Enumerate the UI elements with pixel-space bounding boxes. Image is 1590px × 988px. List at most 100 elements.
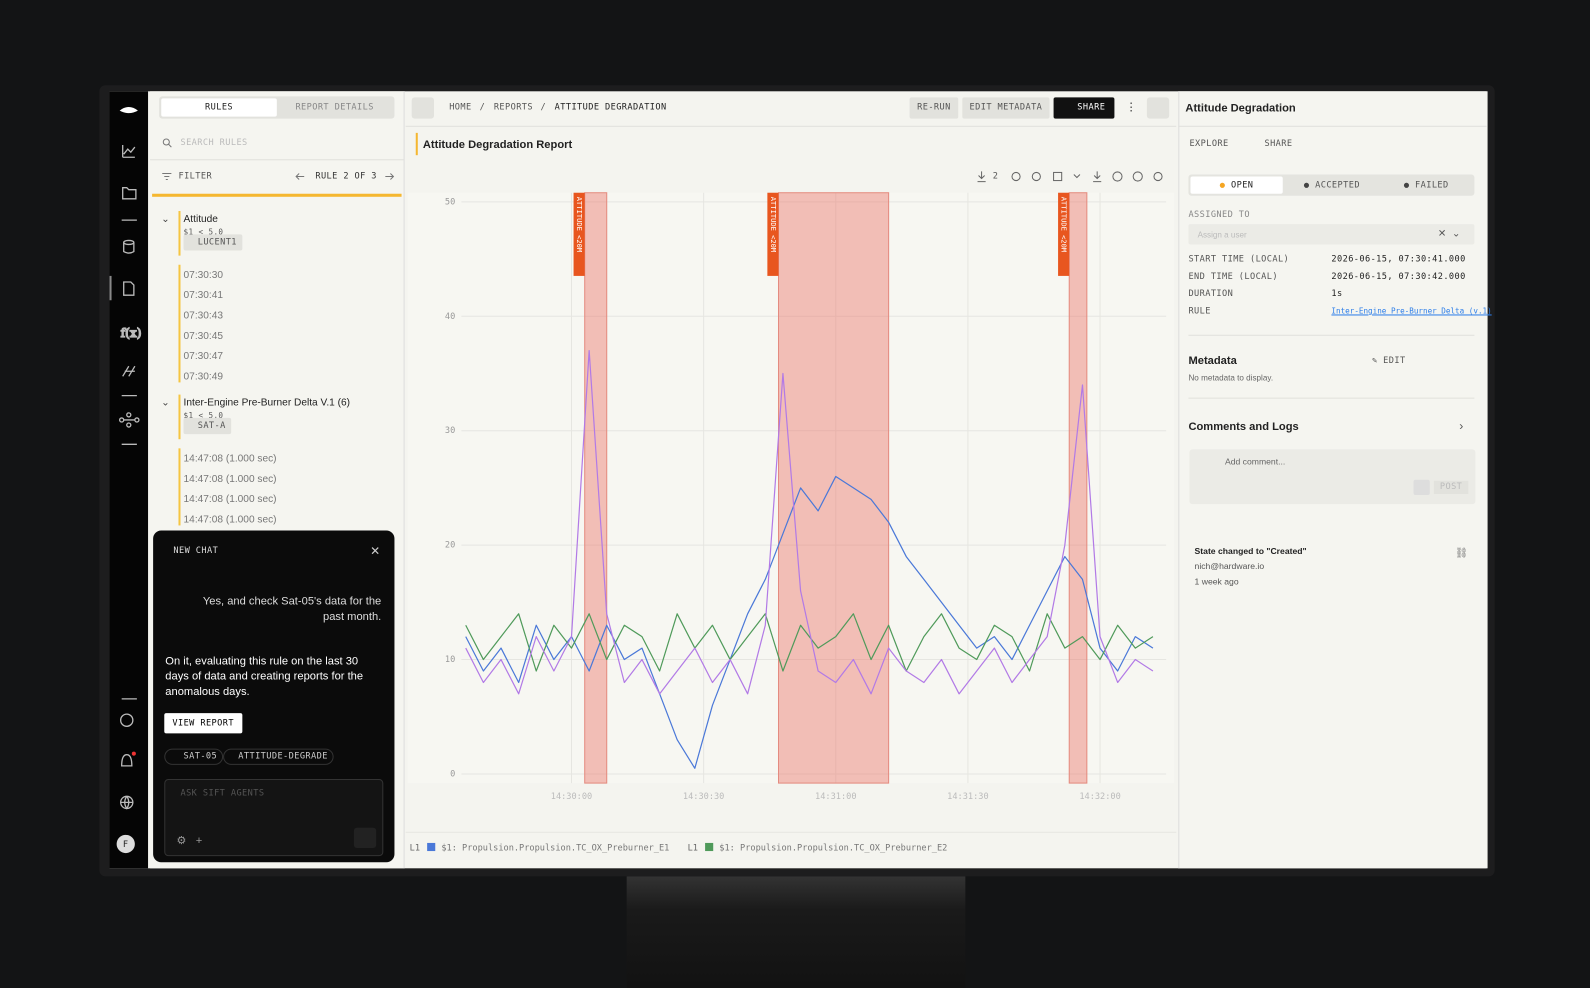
status-tab[interactable]: ● ACCEPTED <box>1303 180 1360 191</box>
chip[interactable]: ATTITUDE-DEGRADE <box>223 748 334 765</box>
breadcrumb-separator: / <box>540 102 547 113</box>
edit-label: EDIT <box>1383 356 1406 367</box>
breadcrumb[interactable]: HOME <box>449 102 472 113</box>
rule-item[interactable]: 07:30:30 <box>183 269 224 281</box>
status-label: FAILED <box>1415 180 1449 191</box>
status-tab[interactable]: ● OPEN <box>1219 180 1254 191</box>
anomaly-band <box>584 192 608 784</box>
tag: SAT-A <box>183 417 231 435</box>
legend-swatch <box>427 842 436 852</box>
metadata-empty: No metadata to display. <box>1188 373 1274 383</box>
chat-input-placeholder: ASK SIFT AGENTS <box>180 788 265 799</box>
download-count[interactable]: 2 <box>992 171 999 182</box>
assigned-label: ASSIGNED TO <box>1188 209 1250 221</box>
comment-placeholder: Add comment... <box>1224 456 1286 467</box>
view-report-button[interactable]: VIEW REPORT <box>164 713 243 734</box>
comment-box[interactable] <box>1189 449 1476 505</box>
chart-title: Attitude Degradation Report <box>422 138 573 152</box>
rule-item[interactable]: 07:30:45 <box>183 330 224 342</box>
button[interactable]: RE-RUN <box>909 97 959 119</box>
x-tick-label: 14:31:00 <box>815 792 856 802</box>
breadcrumb[interactable]: REPORTS <box>493 102 533 113</box>
stand <box>626 876 966 988</box>
legend-label: $1: Propulsion.Propulsion.TC_OX_Preburne… <box>719 844 947 854</box>
chevron[interactable]: › <box>1459 418 1464 434</box>
filter[interactable]: FILTER <box>178 171 213 182</box>
tab-active <box>161 98 277 117</box>
anomaly-label: ATTITUDE <20M <box>769 197 778 252</box>
breadcrumb-separator: / <box>479 102 486 113</box>
breadcrumb: ATTITUDE DEGRADATION <box>554 102 667 113</box>
y-tick-label: 20 <box>445 541 455 551</box>
log-user: nich@hardware.io <box>1194 560 1265 572</box>
attach-button[interactable] <box>1413 479 1430 496</box>
condition: $1 < 5.0 <box>183 410 224 420</box>
rule-item[interactable]: 07:30:43 <box>183 310 224 322</box>
search-placeholder[interactable]: SEARCH RULES <box>180 137 248 149</box>
rail-icons: f(x) <box>109 107 142 854</box>
detail-value: 1s <box>1331 289 1343 300</box>
chart-toolbar-icons <box>977 171 1163 183</box>
chat-input[interactable] <box>164 779 384 857</box>
rule-item[interactable]: 07:30:49 <box>183 371 224 383</box>
metadata-edit[interactable]: ✎ EDIT <box>1371 356 1406 367</box>
detail-label: START TIME (LOCAL) <box>1188 254 1290 265</box>
status-tab[interactable]: ● FAILED <box>1403 180 1449 191</box>
chip[interactable]: SAT-05 <box>164 748 224 765</box>
rule-link[interactable]: Inter-Engine Pre-Burner Delta (v.1) <box>1331 306 1492 316</box>
anomaly-label: ATTITUDE <20M <box>1060 197 1069 252</box>
detail-label: DURATION <box>1188 289 1234 300</box>
share[interactable]: SHARE <box>1264 138 1293 150</box>
legend-divider <box>405 831 1177 833</box>
divider <box>150 159 404 161</box>
y-tick-label: 0 <box>450 769 455 779</box>
plot-background <box>407 192 1175 784</box>
rule-item[interactable]: 14:47:08 (1.000 sec) <box>183 473 277 485</box>
series-line <box>465 349 1154 695</box>
rule-item[interactable]: 07:30:47 <box>183 350 224 363</box>
assign-select[interactable] <box>1188 224 1475 245</box>
tab[interactable]: RULES <box>205 102 234 113</box>
chat-title[interactable]: NEW CHAT <box>173 545 219 556</box>
post-button[interactable]: POST <box>1433 480 1469 494</box>
agent-message: On it, evaluating this rule on the last … <box>165 655 364 698</box>
chat-close[interactable]: ✕ <box>370 543 381 558</box>
group-name[interactable]: Inter-Engine Pre-Burner Delta V.1 (6) <box>183 397 350 409</box>
detail-value: 2026-06-15, 07:30:42.000 <box>1331 271 1466 282</box>
y-tick-label: 50 <box>445 197 455 207</box>
send-button[interactable] <box>353 827 377 849</box>
rule-item[interactable]: 07:30:41 <box>183 290 224 302</box>
chat-tools[interactable]: ⚙ + <box>176 834 203 847</box>
svg-text:f(x): f(x) <box>121 326 142 340</box>
top-bar-divider <box>405 125 1177 127</box>
legend-axis: L1 <box>688 844 698 854</box>
explore[interactable]: EXPLORE <box>1189 138 1229 150</box>
rule-item[interactable]: 14:47:08 (1.000 sec) <box>183 453 277 465</box>
status-label: ACCEPTED <box>1315 180 1360 191</box>
title-accent <box>415 132 418 156</box>
group-name[interactable]: Attitude <box>183 214 218 226</box>
log-link[interactable]: ⛓ <box>1455 547 1469 559</box>
chevron[interactable]: ⌄ <box>161 214 170 226</box>
x-tick-label: 14:30:00 <box>551 792 592 802</box>
more-menu[interactable]: ⋮ <box>1125 101 1137 114</box>
y-tick-label: 10 <box>445 655 455 665</box>
detail-label: END TIME (LOCAL) <box>1188 271 1278 282</box>
anomaly-label: ATTITUDE <20M <box>575 197 584 252</box>
comments-title[interactable]: Comments and Logs <box>1188 420 1299 434</box>
items-accent <box>178 264 181 383</box>
metadata-title: Metadata <box>1188 355 1237 368</box>
chevron[interactable]: ⌄ <box>161 397 170 409</box>
avatar: F <box>122 839 129 851</box>
panel-toggle[interactable] <box>1146 97 1170 119</box>
rule-item[interactable]: 14:47:08 (1.000 sec) <box>183 514 277 526</box>
anomaly-tag <box>767 192 779 276</box>
share-button[interactable]: SHARE <box>1053 97 1115 119</box>
button[interactable]: EDIT METADATA <box>962 97 1050 119</box>
select-controls[interactable]: ✕ ⌄ <box>1437 228 1461 240</box>
anomaly-band <box>1068 192 1088 784</box>
sidebar-toggle[interactable] <box>411 97 435 119</box>
rule-item[interactable]: 14:47:08 (1.000 sec) <box>183 493 277 506</box>
tab[interactable]: REPORT DETAILS <box>295 102 374 113</box>
